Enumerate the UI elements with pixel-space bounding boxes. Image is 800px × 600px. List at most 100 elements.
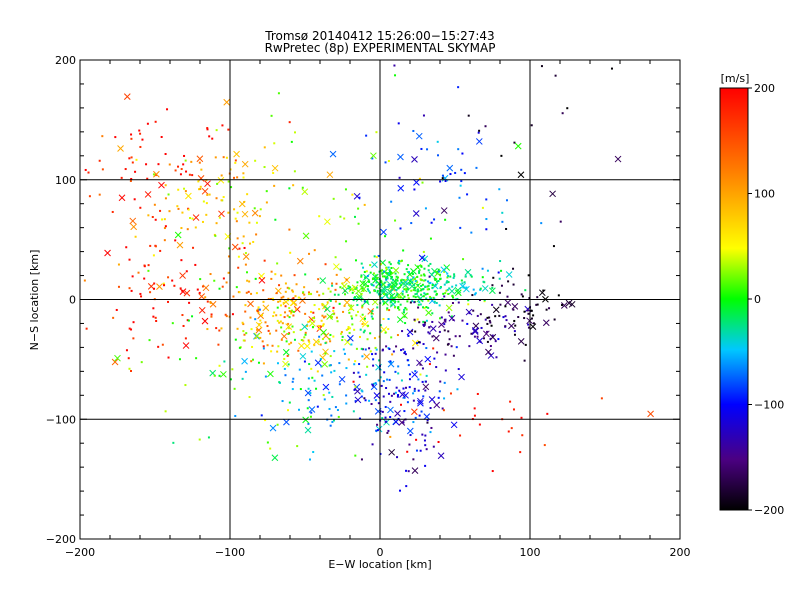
data-point-dot <box>455 346 458 349</box>
data-point-dot <box>412 392 415 395</box>
data-point-dot <box>272 172 275 175</box>
data-point-dot <box>288 228 291 231</box>
data-point-dot <box>484 125 487 128</box>
data-point-dot <box>213 374 216 377</box>
data-point-dot <box>384 235 387 238</box>
data-point-dot <box>202 200 205 203</box>
data-point-dot <box>417 303 420 306</box>
data-point-dot <box>393 285 396 288</box>
data-point-dot <box>339 268 342 271</box>
data-point-dot <box>303 286 306 289</box>
data-point-dot <box>480 326 483 329</box>
data-point-dot <box>463 172 466 175</box>
data-point-dot <box>271 344 274 347</box>
data-point-dot <box>237 266 240 269</box>
data-point-dot <box>443 323 446 326</box>
data-point-dot <box>444 353 447 356</box>
data-point-dot <box>389 263 392 266</box>
data-point-x <box>402 278 410 286</box>
data-point-dot <box>288 310 291 313</box>
data-point-dot <box>361 355 364 358</box>
data-point-dot <box>128 258 131 261</box>
data-point-dot <box>461 319 464 322</box>
data-point-x <box>438 321 445 328</box>
data-point-dot <box>329 315 332 318</box>
data-point-dot <box>402 249 405 252</box>
data-point-dot <box>280 338 283 341</box>
data-point-dot <box>394 278 397 281</box>
data-point-dot <box>373 337 376 340</box>
data-point-dot <box>130 177 133 180</box>
data-point-dot <box>423 307 426 310</box>
data-point-dot <box>548 307 551 310</box>
data-point-dot <box>447 281 450 284</box>
data-point-dot <box>360 458 363 461</box>
data-point-dot <box>416 290 419 293</box>
data-point-dot <box>433 218 436 221</box>
data-point-dot <box>292 377 295 380</box>
data-point-dot <box>347 326 350 329</box>
colorbar-tick-label: 100 <box>754 188 775 201</box>
data-point-dot <box>316 405 319 408</box>
data-point-dot <box>412 347 415 350</box>
data-point-dot <box>408 443 411 446</box>
data-point-dot <box>468 345 471 348</box>
data-point-dot <box>446 272 449 275</box>
data-point-x <box>425 309 432 317</box>
data-point-dot <box>327 287 330 290</box>
data-point-x <box>399 391 406 398</box>
data-point-dot <box>359 328 362 331</box>
data-point-dot <box>540 222 543 225</box>
data-point-dot <box>462 258 465 261</box>
data-point-dot <box>288 316 291 319</box>
data-point-dot <box>309 319 312 322</box>
data-point-dot <box>427 280 430 283</box>
data-point-dot <box>266 325 269 328</box>
data-point-dot <box>211 137 214 140</box>
data-point-dot <box>404 279 407 282</box>
data-point-dot <box>198 291 201 294</box>
data-point-dot <box>209 273 212 276</box>
data-point-dot <box>350 304 353 307</box>
data-point-dot <box>400 284 403 287</box>
data-point-dot <box>214 156 217 159</box>
data-point-dot <box>246 193 249 196</box>
data-point-dot <box>302 339 305 342</box>
data-point-x <box>299 297 306 304</box>
data-point-x <box>504 299 512 306</box>
data-point-dot <box>524 289 527 292</box>
data-point-dot <box>439 273 442 276</box>
data-point-dot <box>420 284 423 287</box>
data-point-dot <box>277 92 280 95</box>
data-point-dot <box>371 283 374 286</box>
data-point-dot <box>334 406 337 409</box>
data-point-dot <box>437 279 440 282</box>
data-point-dot <box>329 364 332 367</box>
data-point-dot <box>389 435 392 438</box>
data-point-dot <box>218 329 221 332</box>
data-point-dot <box>409 278 412 281</box>
data-point-x <box>301 188 309 196</box>
data-point-dot <box>384 331 387 334</box>
data-point-dot <box>404 353 407 356</box>
x-tick-label: −100 <box>215 546 245 559</box>
data-point-dot <box>354 287 357 290</box>
data-point-dot <box>149 291 152 294</box>
data-point-dot <box>287 332 290 335</box>
data-point-dot <box>375 256 378 259</box>
data-point-dot <box>281 322 284 325</box>
data-point-x <box>454 289 462 297</box>
data-point-dot <box>159 249 162 252</box>
data-point-dot <box>149 244 152 247</box>
data-point-x <box>508 322 515 330</box>
data-point-dot <box>343 352 346 355</box>
data-point-dot <box>205 202 208 205</box>
data-point-dot <box>220 174 223 177</box>
data-point-dot <box>361 390 364 393</box>
data-point-dot <box>350 343 353 346</box>
data-point-dot <box>290 312 293 315</box>
data-point-dot <box>386 308 389 311</box>
data-point-dot <box>433 300 436 303</box>
data-point-dot <box>249 316 252 319</box>
data-point-x <box>233 150 240 158</box>
